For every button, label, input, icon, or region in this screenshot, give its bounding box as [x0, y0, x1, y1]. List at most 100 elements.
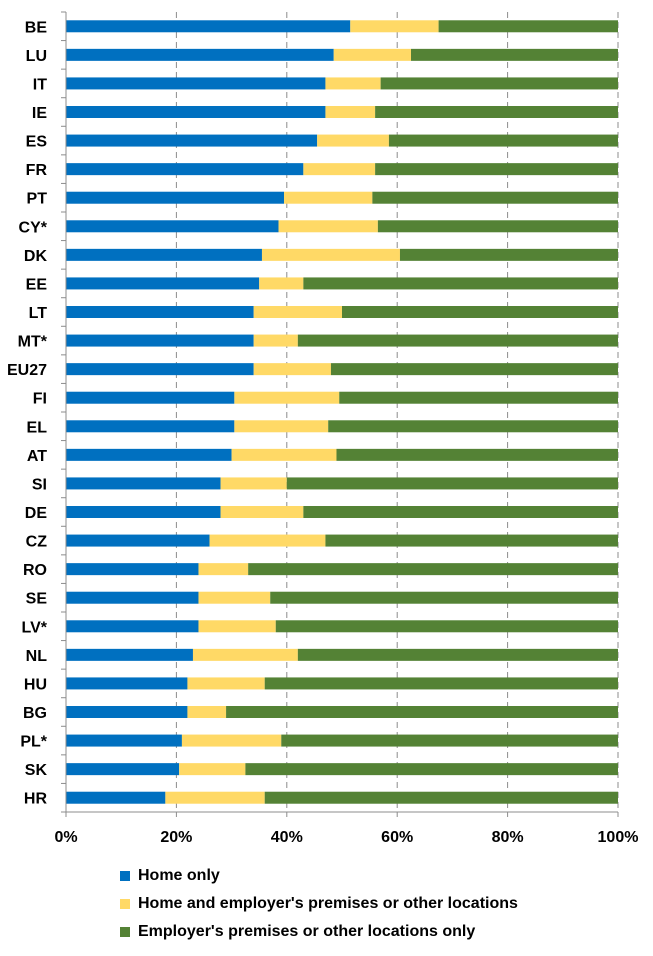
- category-label: CY*: [19, 219, 48, 236]
- bar-segment-home-only: [66, 306, 254, 318]
- bar-segment-employer-only: [264, 677, 618, 690]
- bar-segment-home-and-employer: [187, 706, 227, 718]
- bar-segment-home-only: [66, 506, 221, 518]
- category-label: SK: [25, 762, 48, 779]
- bar-segment-home-only: [66, 563, 199, 576]
- bar-segment-employer-only: [380, 77, 618, 90]
- bar-segment-employer-only: [339, 391, 618, 404]
- category-label: BE: [25, 19, 48, 36]
- bar-segment-home-and-employer: [198, 563, 249, 576]
- bar-series: [66, 20, 618, 804]
- bar-segment-home-and-employer: [234, 391, 340, 404]
- x-tick-label: 80%: [492, 829, 524, 846]
- legend-item-home-only: Home only: [120, 862, 518, 890]
- category-label: IE: [32, 105, 47, 122]
- bar-segment-employer-only: [372, 191, 618, 204]
- category-labels: BE LU IT IE ES FR PT CY* DK EE LT MT* EU27 FI EL AT SI DE…: [7, 19, 48, 807]
- legend-label-home-and-employer: Home and employer's premises or other lo…: [138, 895, 518, 912]
- bar-segment-employer-only: [330, 363, 618, 376]
- category-label: FI: [33, 391, 47, 408]
- bar-segment-employer-only: [342, 306, 618, 318]
- bar-segment-home-only: [66, 334, 254, 347]
- bar-segment-employer-only: [438, 20, 618, 33]
- bar-segment-employer-only: [388, 134, 618, 147]
- category-label: IT: [33, 76, 47, 93]
- bar-segment-home-and-employer: [165, 791, 265, 804]
- bar-segment-home-only: [66, 134, 318, 147]
- bar-segment-employer-only: [270, 591, 618, 604]
- bar-segment-home-only: [66, 191, 285, 204]
- category-label: FR: [26, 162, 48, 179]
- bar-segment-home-and-employer: [333, 48, 411, 61]
- bar-segment-home-and-employer: [192, 648, 298, 661]
- bar-segment-employer-only: [325, 534, 618, 547]
- bar-segment-home-and-employer: [259, 277, 304, 290]
- bar-segment-employer-only: [297, 648, 618, 661]
- bar-segment-home-and-employer: [261, 248, 400, 261]
- bar-segment-home-and-employer: [253, 334, 298, 347]
- category-label: LV*: [22, 619, 48, 636]
- category-label: EE: [26, 276, 48, 293]
- bar-segment-home-and-employer: [350, 20, 439, 33]
- category-label: EL: [27, 419, 48, 436]
- bar-segment-home-and-employer: [179, 763, 246, 776]
- bar-segment-home-only: [66, 791, 166, 804]
- category-label: HR: [24, 791, 48, 808]
- category-label: SE: [26, 591, 48, 608]
- category-label: HU: [24, 676, 47, 693]
- bar-segment-employer-only: [411, 48, 618, 61]
- category-label: ES: [26, 134, 48, 151]
- bar-segment-home-only: [66, 763, 180, 776]
- category-label: BG: [23, 705, 47, 722]
- bar-segment-employer-only: [245, 763, 618, 776]
- bar-segment-employer-only: [328, 420, 618, 433]
- bar-segment-employer-only: [303, 277, 618, 290]
- bar-segment-home-and-employer: [220, 477, 287, 490]
- bar-segment-home-only: [66, 620, 199, 633]
- legend-item-home-and-employer: Home and employer's premises or other lo…: [120, 890, 518, 918]
- bar-segment-home-and-employer: [198, 620, 276, 633]
- bar-segment-home-only: [66, 106, 326, 118]
- bar-segment-home-only: [66, 20, 351, 33]
- bar-segment-home-and-employer: [253, 306, 342, 318]
- bar-segment-employer-only: [377, 220, 618, 233]
- bar-segment-employer-only: [264, 791, 618, 804]
- bar-segment-home-and-employer: [325, 77, 381, 90]
- gridlines: [175, 12, 619, 812]
- category-label: NL: [26, 648, 48, 665]
- legend: Home only Home and employer's premises o…: [120, 862, 518, 946]
- category-label: EU27: [7, 362, 47, 379]
- bar-segment-home-and-employer: [209, 534, 326, 547]
- legend-label-employer-only: Employer's premises or other locations o…: [138, 923, 476, 940]
- category-label: PT: [27, 191, 48, 208]
- bar-segment-home-and-employer: [303, 163, 376, 176]
- bar-segment-home-and-employer: [253, 363, 331, 376]
- bar-segment-home-and-employer: [187, 677, 265, 690]
- bar-segment-home-and-employer: [220, 506, 304, 518]
- bar-segment-employer-only: [399, 248, 618, 261]
- x-tick-label: 0%: [54, 829, 77, 846]
- bar-segment-home-and-employer: [231, 448, 337, 461]
- bar-segment-employer-only: [336, 448, 618, 461]
- bar-segment-employer-only: [248, 563, 618, 576]
- bar-segment-home-only: [66, 248, 262, 261]
- category-label: PL*: [20, 734, 47, 751]
- category-label: AT: [27, 448, 47, 465]
- legend-label-home-only: Home only: [138, 867, 220, 884]
- bar-segment-home-only: [66, 706, 188, 718]
- bar-segment-home-and-employer: [278, 220, 378, 233]
- bar-segment-home-only: [66, 677, 188, 690]
- legend-swatch-employer-only: [120, 927, 130, 937]
- bar-segment-home-only: [66, 220, 279, 233]
- bar-segment-home-only: [66, 734, 182, 747]
- bar-segment-home-only: [66, 448, 232, 461]
- category-label: LT: [29, 305, 48, 322]
- bar-segment-home-only: [66, 477, 221, 490]
- stacked-bar-chart: BE LU IT IE ES FR PT CY* DK EE LT MT* EU27 FI EL AT SI DE…: [7, 11, 638, 846]
- bar-segment-home-and-employer: [198, 591, 271, 604]
- bar-segment-home-and-employer: [181, 734, 282, 747]
- legend-swatch-home-and-employer: [120, 899, 130, 909]
- bar-segment-home-only: [66, 77, 326, 90]
- bar-segment-employer-only: [303, 506, 618, 518]
- category-label: LU: [26, 48, 47, 65]
